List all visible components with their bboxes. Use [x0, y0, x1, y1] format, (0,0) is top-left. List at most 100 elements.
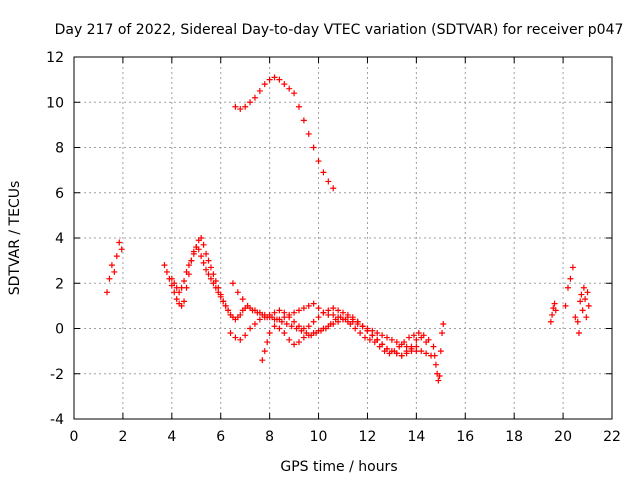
data-point — [203, 250, 210, 257]
axis-ticks: 0 2 4 6 8 10 12 14 16 18 20 22 -4 -2 0 2 4 6 8 10 12 — [46, 50, 621, 445]
data-point — [437, 348, 444, 355]
data-point — [254, 309, 261, 316]
data-point — [347, 320, 354, 327]
data-point — [325, 323, 332, 330]
data-point — [205, 257, 212, 264]
data-point — [305, 332, 312, 339]
data-point — [295, 103, 302, 110]
data-point — [295, 339, 302, 346]
data-point — [106, 275, 113, 282]
data-point — [562, 302, 569, 309]
data-point — [580, 284, 587, 291]
data-point — [315, 314, 322, 321]
data-point — [379, 341, 386, 348]
y-tick-label: 12 — [46, 50, 64, 66]
data-point — [300, 305, 307, 312]
data-point — [198, 253, 205, 260]
data-point — [276, 76, 283, 83]
data-point — [549, 311, 556, 318]
data-point — [183, 268, 190, 275]
grid-lines — [74, 57, 612, 419]
data-points — [104, 74, 592, 384]
data-point — [291, 341, 298, 348]
data-point — [300, 334, 307, 341]
series-sat-a — [104, 239, 125, 296]
data-point — [286, 85, 293, 92]
data-point — [261, 348, 268, 355]
data-point — [266, 76, 273, 83]
data-point — [190, 250, 197, 257]
data-point — [330, 311, 337, 318]
data-point — [362, 334, 369, 341]
data-point — [271, 309, 278, 316]
data-point — [198, 235, 205, 241]
data-point — [168, 275, 175, 282]
data-point — [388, 348, 395, 355]
data-point — [403, 348, 410, 355]
data-point — [207, 275, 214, 282]
data-point — [300, 117, 307, 124]
data-point — [567, 275, 574, 282]
data-point — [249, 307, 256, 314]
data-point — [406, 334, 413, 341]
data-point — [193, 244, 200, 251]
data-point — [207, 264, 214, 271]
data-point — [584, 289, 591, 296]
data-point — [379, 332, 386, 339]
data-point — [108, 262, 115, 269]
data-point — [582, 296, 589, 303]
data-point — [264, 339, 271, 346]
data-point — [242, 332, 249, 339]
x-tick-label: 0 — [70, 429, 79, 445]
data-point — [413, 336, 420, 343]
data-point — [256, 87, 263, 94]
data-point — [340, 309, 346, 316]
data-point — [352, 325, 359, 332]
data-point — [396, 343, 403, 350]
data-point — [244, 302, 251, 309]
data-point — [212, 277, 219, 284]
data-point — [273, 316, 280, 323]
data-point — [575, 330, 582, 337]
data-point — [203, 266, 210, 273]
data-point — [237, 336, 244, 343]
data-point — [366, 336, 373, 343]
chart-title: Day 217 of 2022, Sidereal Day-to-day VTE… — [55, 22, 624, 38]
data-point — [374, 336, 381, 343]
data-point — [435, 377, 442, 384]
data-point — [200, 241, 207, 248]
data-point — [295, 307, 302, 314]
data-point — [349, 316, 356, 323]
data-point — [369, 332, 376, 339]
data-point — [178, 284, 185, 291]
data-point — [423, 339, 430, 346]
x-tick-label: 12 — [359, 429, 377, 445]
data-point — [439, 330, 446, 337]
data-point — [232, 334, 239, 341]
data-point — [418, 334, 425, 341]
data-point — [330, 305, 337, 312]
data-point — [320, 325, 327, 332]
data-point — [551, 300, 558, 307]
data-point — [315, 305, 322, 312]
data-point — [359, 323, 366, 330]
y-tick-label: 4 — [55, 231, 64, 247]
data-point — [251, 320, 258, 327]
data-point — [210, 271, 217, 278]
data-point — [278, 318, 285, 325]
data-point — [335, 318, 342, 325]
data-point — [271, 323, 278, 330]
data-point — [222, 302, 229, 309]
data-point — [113, 253, 120, 260]
data-point — [384, 345, 391, 352]
series-sat-f — [259, 314, 430, 364]
x-tick-label: 18 — [505, 429, 523, 445]
data-point — [320, 309, 327, 316]
x-tick-label: 14 — [407, 429, 425, 445]
data-point — [585, 302, 592, 309]
data-point — [415, 330, 422, 337]
series-sat-c — [168, 235, 234, 318]
series-sat-h — [430, 320, 447, 384]
data-point — [577, 298, 584, 305]
